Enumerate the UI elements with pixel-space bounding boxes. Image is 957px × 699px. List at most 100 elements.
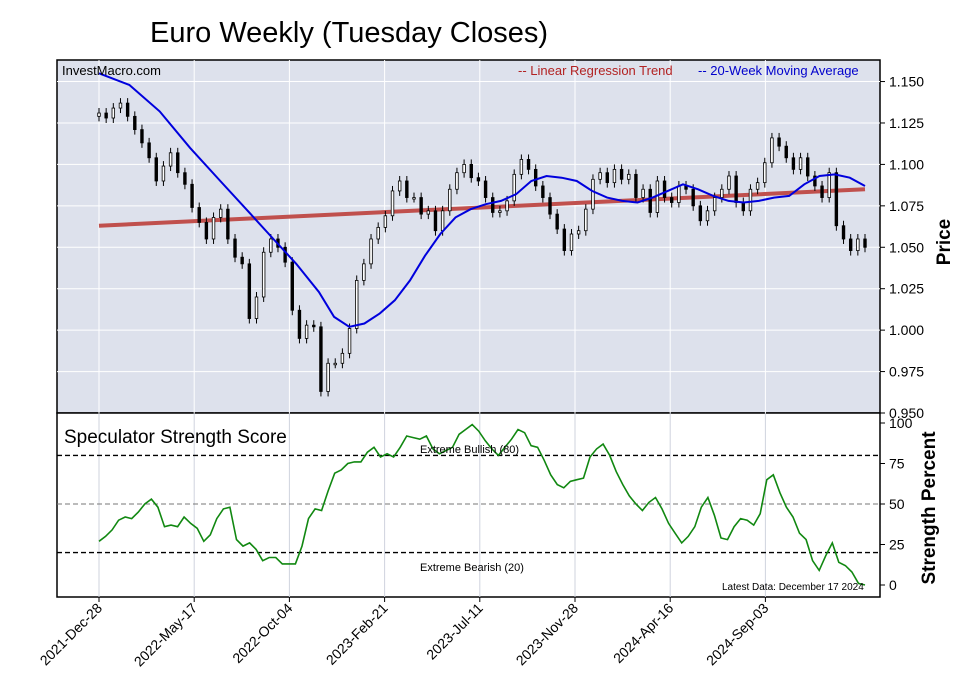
candle-body bbox=[720, 188, 724, 198]
candle-body bbox=[240, 256, 244, 265]
candle-body bbox=[211, 217, 216, 240]
candle-body bbox=[627, 173, 631, 180]
price-tick-label: 1.150 bbox=[889, 74, 924, 90]
candle-body bbox=[619, 168, 624, 180]
candle-body bbox=[355, 280, 359, 329]
candle-body bbox=[147, 142, 151, 159]
vertical-gridlines bbox=[98, 60, 766, 597]
candle-body bbox=[677, 185, 681, 203]
x-ticks: 2021-Dec-28 2022-May-17 2022-Oct-04 2023-Fe… bbox=[37, 597, 772, 669]
candle-body bbox=[770, 137, 774, 164]
candle-body bbox=[476, 177, 481, 182]
candle-body bbox=[634, 173, 638, 198]
price-axis-label: Price bbox=[934, 219, 955, 265]
candle-body bbox=[662, 180, 667, 198]
candle-body bbox=[584, 208, 588, 232]
candle-body bbox=[97, 112, 101, 117]
chart-title: Euro Weekly (Tuesday Closes) bbox=[150, 17, 548, 49]
candle-body bbox=[691, 188, 695, 207]
candle-body bbox=[362, 263, 366, 281]
candle-body bbox=[397, 180, 402, 192]
candle-body bbox=[562, 228, 567, 251]
candle-body bbox=[226, 208, 230, 240]
candle-body bbox=[104, 112, 108, 119]
x-tick-label: 2023-Nov-28 bbox=[513, 600, 582, 669]
candle-body bbox=[204, 222, 209, 240]
candle-body bbox=[848, 238, 853, 251]
candle-body bbox=[591, 178, 595, 210]
strength-panel-title: Speculator Strength Score bbox=[64, 427, 287, 448]
candle-body bbox=[233, 238, 237, 258]
x-tick-label: 2024-Apr-16 bbox=[610, 600, 676, 666]
candle-body bbox=[641, 188, 645, 198]
candle-body bbox=[154, 157, 158, 182]
x-tick-label: 2022-Oct-04 bbox=[229, 600, 295, 666]
latest-data-label: Latest Data: December 17 2024 bbox=[722, 582, 864, 593]
price-tick-label: 1.100 bbox=[889, 156, 924, 172]
price-tick-label: 1.125 bbox=[889, 115, 924, 131]
candle-body bbox=[670, 197, 674, 203]
candle-body bbox=[190, 183, 194, 208]
candle-body bbox=[347, 328, 352, 354]
price-tick-label: 0.950 bbox=[889, 405, 924, 421]
candle-body bbox=[741, 202, 745, 212]
candle-body bbox=[748, 188, 753, 212]
candle-body bbox=[247, 263, 252, 319]
candle-body bbox=[269, 238, 273, 253]
strength-tick-label: 25 bbox=[889, 537, 905, 553]
candle-body bbox=[784, 145, 788, 159]
candle-body bbox=[576, 230, 581, 235]
candle-body bbox=[455, 172, 459, 190]
candle-body bbox=[283, 246, 287, 263]
candle-body bbox=[555, 213, 559, 230]
candle-body bbox=[462, 164, 466, 174]
x-tick-label: 2022-May-17 bbox=[131, 600, 201, 670]
candle-body bbox=[820, 185, 824, 198]
source-label: InvestMacro.com bbox=[62, 63, 161, 78]
candle-body bbox=[405, 180, 409, 198]
candle-body bbox=[483, 180, 488, 198]
x-tick-label: 2021-Dec-28 bbox=[37, 600, 106, 669]
candle-body bbox=[863, 238, 867, 248]
price-tick-label: 1.000 bbox=[889, 322, 924, 338]
candle-body bbox=[541, 185, 545, 198]
strength-tick-label: 0 bbox=[889, 577, 897, 593]
candle-body bbox=[448, 188, 452, 212]
candle-body bbox=[505, 200, 509, 212]
candle-body bbox=[813, 175, 817, 187]
candle-body bbox=[698, 205, 703, 222]
candle-body bbox=[290, 261, 294, 311]
candle-body bbox=[648, 188, 652, 213]
extreme-bullish-label: Extreme Bullish (80) bbox=[420, 444, 519, 456]
candle-body bbox=[133, 115, 137, 131]
candle-body bbox=[161, 165, 166, 182]
candle-body bbox=[197, 207, 201, 223]
candle-body bbox=[326, 362, 330, 392]
x-tick-label: 2023-Feb-21 bbox=[323, 600, 391, 668]
price-panel-background bbox=[56, 59, 881, 414]
candle-body bbox=[333, 362, 337, 366]
candle-body bbox=[183, 172, 187, 185]
candle-body bbox=[383, 215, 388, 228]
candle-body bbox=[798, 157, 803, 170]
candle-body bbox=[369, 238, 373, 265]
candle-body bbox=[598, 172, 602, 180]
candle-body bbox=[777, 137, 781, 147]
candle-body bbox=[312, 324, 316, 328]
price-tick-label: 1.025 bbox=[889, 281, 924, 297]
candle-body bbox=[440, 210, 445, 232]
strength-y-ticks: 100 75 50 25 0 bbox=[880, 415, 913, 593]
moving-average-line bbox=[98, 72, 866, 328]
moving-average-layer bbox=[98, 72, 866, 328]
candle-body bbox=[176, 152, 180, 174]
candle-body bbox=[612, 168, 617, 184]
candle-body bbox=[856, 238, 860, 251]
candle-body bbox=[219, 208, 223, 218]
strength-tick-label: 75 bbox=[889, 456, 905, 472]
candle-body bbox=[712, 197, 717, 212]
candle-body bbox=[297, 309, 302, 339]
x-tick-label: 2023-Jul-11 bbox=[423, 600, 486, 663]
price-tick-label: 1.075 bbox=[889, 198, 924, 214]
